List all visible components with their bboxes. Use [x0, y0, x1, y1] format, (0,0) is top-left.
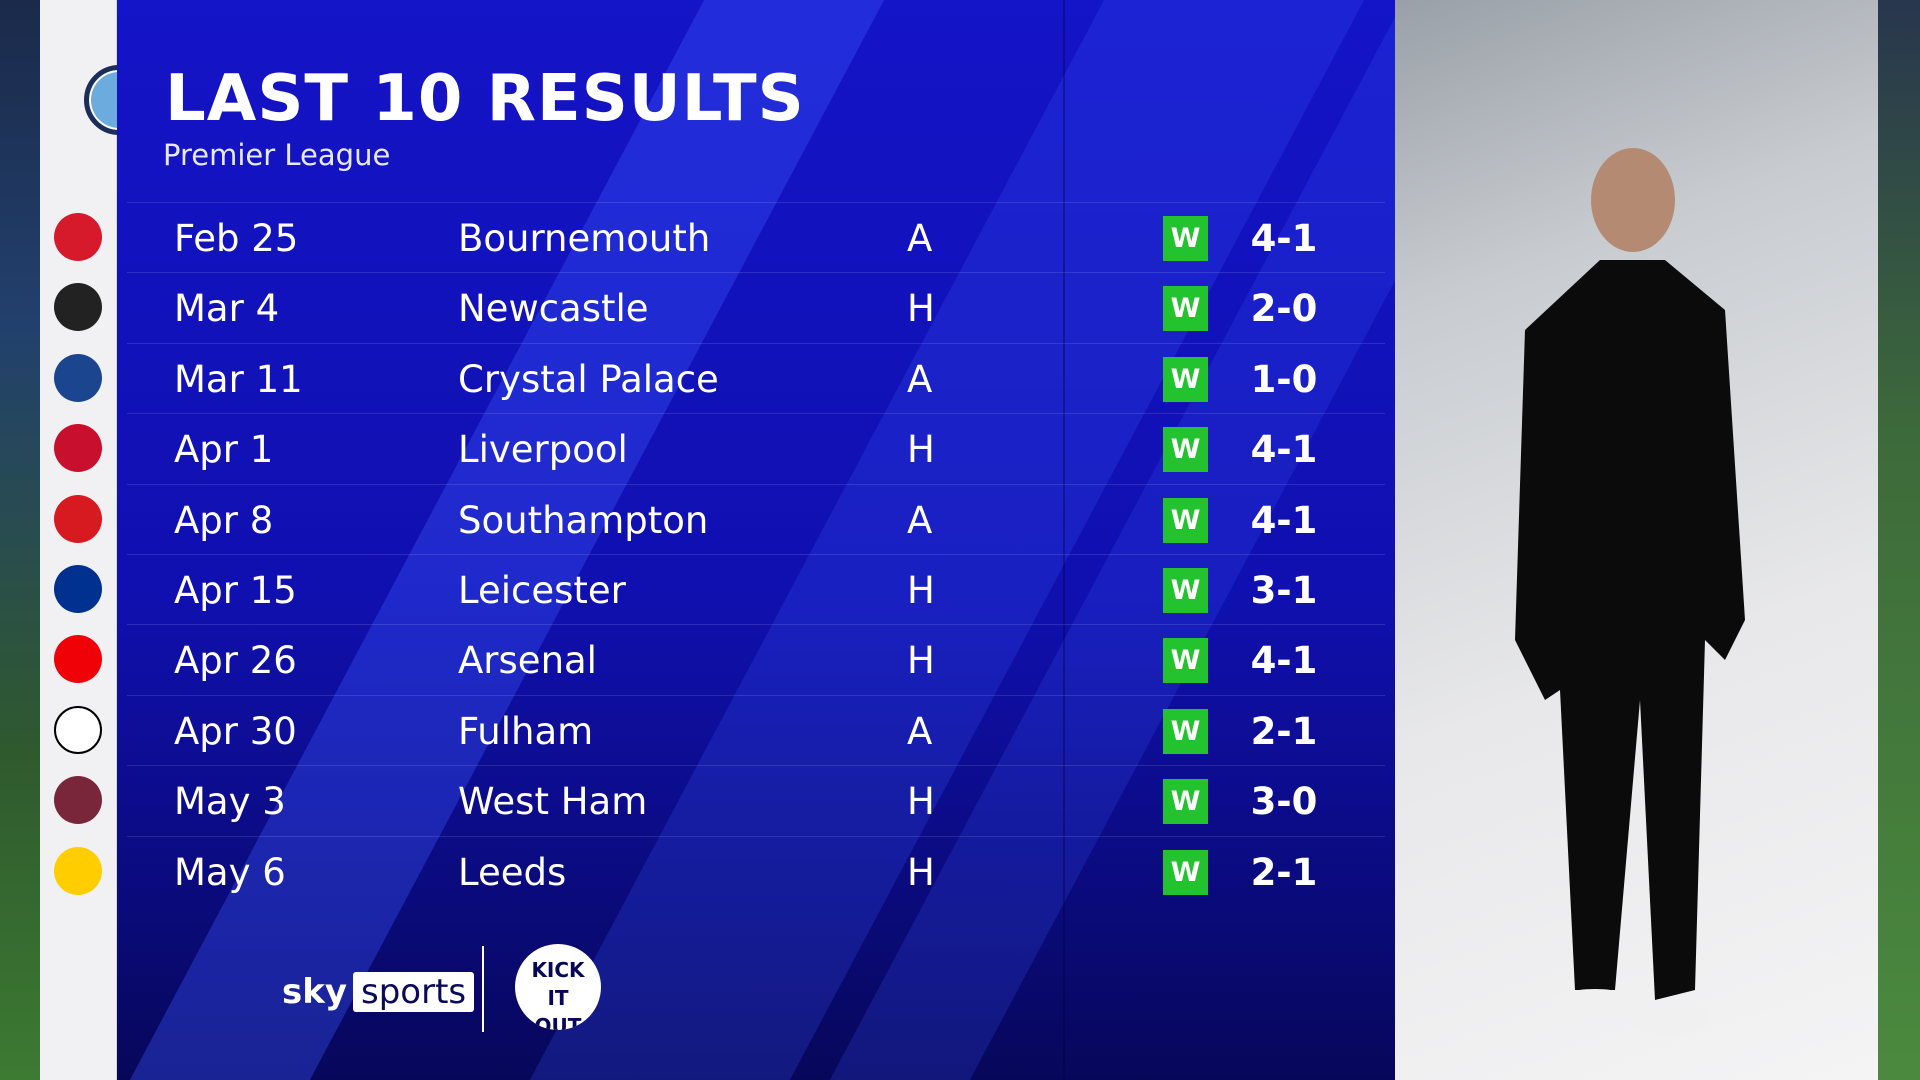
venue: H	[907, 850, 935, 894]
opponent-name: Leeds	[458, 850, 567, 894]
match-date: Mar 11	[174, 357, 303, 401]
match-date: Apr 26	[174, 639, 297, 683]
page-title: LAST 10 RESULTS	[165, 62, 805, 136]
competition-subtitle: Premier League	[163, 138, 391, 172]
score: 3-0	[1250, 780, 1318, 824]
result-badge: W	[1163, 568, 1208, 613]
opponent-name: Southampton	[458, 498, 709, 542]
match-date: Feb 25	[174, 217, 299, 260]
sky-sports-logo: sky sports	[282, 972, 475, 1012]
sky-text: sky	[282, 972, 348, 1012]
opponent-name: West Ham	[458, 780, 648, 824]
score: 4-1	[1250, 217, 1318, 260]
result-row: May 3 West Ham H W 3-0	[127, 765, 1385, 835]
result-row: Apr 26 Arsenal H W 4-1	[127, 624, 1385, 694]
results-panel: LAST 10 RESULTS Premier League Feb 25 Bo…	[117, 0, 1395, 1080]
score: 3-1	[1250, 569, 1318, 612]
arsenal-crest-icon	[54, 635, 102, 684]
leeds-crest-icon	[54, 846, 102, 895]
venue: H	[907, 287, 935, 331]
leicester-crest-icon	[54, 565, 102, 613]
liverpool-crest-icon	[54, 424, 102, 473]
opponent-name: Crystal Palace	[458, 357, 719, 401]
venue: H	[907, 569, 935, 612]
logo-divider	[482, 946, 484, 1032]
score: 1-0	[1250, 357, 1318, 401]
match-date: Mar 4	[174, 287, 280, 331]
result-badge: W	[1163, 708, 1208, 754]
venue: H	[907, 428, 935, 472]
match-date: May 3	[174, 780, 286, 824]
score: 4-1	[1250, 639, 1318, 683]
score: 2-1	[1250, 850, 1318, 894]
match-date: Apr 1	[174, 428, 274, 472]
opponent-name: Leicester	[458, 569, 626, 612]
southampton-crest-icon	[54, 494, 102, 543]
stadium-background-right	[1878, 0, 1920, 1080]
result-row: May 6 Leeds H W 2-1	[127, 835, 1385, 906]
score: 2-0	[1250, 287, 1318, 331]
result-badge: W	[1163, 779, 1208, 825]
venue: A	[907, 498, 933, 542]
footer-logos: sky sports KICK IT OUT	[282, 940, 612, 1040]
result-badge: W	[1163, 356, 1208, 402]
result-row: Mar 4 Newcastle H W 2-0	[127, 272, 1385, 342]
result-badge: W	[1163, 286, 1208, 332]
venue: A	[907, 357, 933, 401]
result-badge: W	[1163, 497, 1208, 543]
result-badge: W	[1163, 638, 1208, 684]
venue: A	[907, 709, 933, 753]
result-row: Mar 11 Crystal Palace A W 1-0	[127, 342, 1385, 413]
score: 2-1	[1250, 709, 1318, 753]
fulham-crest-icon	[54, 705, 102, 754]
result-badge: W	[1163, 849, 1208, 895]
crystal-palace-crest-icon	[54, 353, 102, 402]
result-badge: W	[1163, 216, 1208, 261]
venue: H	[907, 780, 935, 824]
kick-it-out-text: KICK IT OUT	[531, 958, 585, 1030]
manager-photo	[1395, 0, 1878, 1080]
match-date: May 6	[174, 850, 286, 894]
kick-it-out-logo: KICK IT OUT	[515, 944, 601, 1030]
west-ham-crest-icon	[54, 776, 102, 825]
newcastle-crest-icon	[54, 283, 102, 332]
manager-silhouette-icon	[1515, 148, 1745, 1034]
stadium-background-left	[0, 0, 40, 1080]
column-divider	[1063, 0, 1065, 1080]
opponent-name: Fulham	[458, 709, 594, 753]
venue: H	[907, 639, 935, 683]
result-row: Apr 1 Liverpool H W 4-1	[127, 413, 1385, 483]
opponent-name: Arsenal	[458, 639, 597, 683]
result-row: Apr 15 Leicester H W 3-1	[127, 554, 1385, 624]
opponent-name: Liverpool	[458, 428, 628, 472]
result-row: Apr 8 Southampton A W 4-1	[127, 483, 1385, 554]
bournemouth-crest-icon	[54, 213, 102, 261]
sports-text: sports	[353, 972, 475, 1012]
match-date: Apr 8	[174, 498, 274, 542]
venue: A	[907, 217, 933, 260]
score: 4-1	[1250, 428, 1318, 472]
score: 4-1	[1250, 498, 1318, 542]
match-date: Apr 30	[174, 709, 297, 753]
result-row: Apr 30 Fulham A W 2-1	[127, 694, 1385, 765]
result-badge: W	[1163, 427, 1208, 473]
result-row: Feb 25 Bournemouth A W 4-1	[127, 202, 1385, 272]
opponent-name: Newcastle	[458, 287, 649, 331]
match-date: Apr 15	[174, 569, 297, 612]
opponent-name: Bournemouth	[458, 217, 711, 260]
